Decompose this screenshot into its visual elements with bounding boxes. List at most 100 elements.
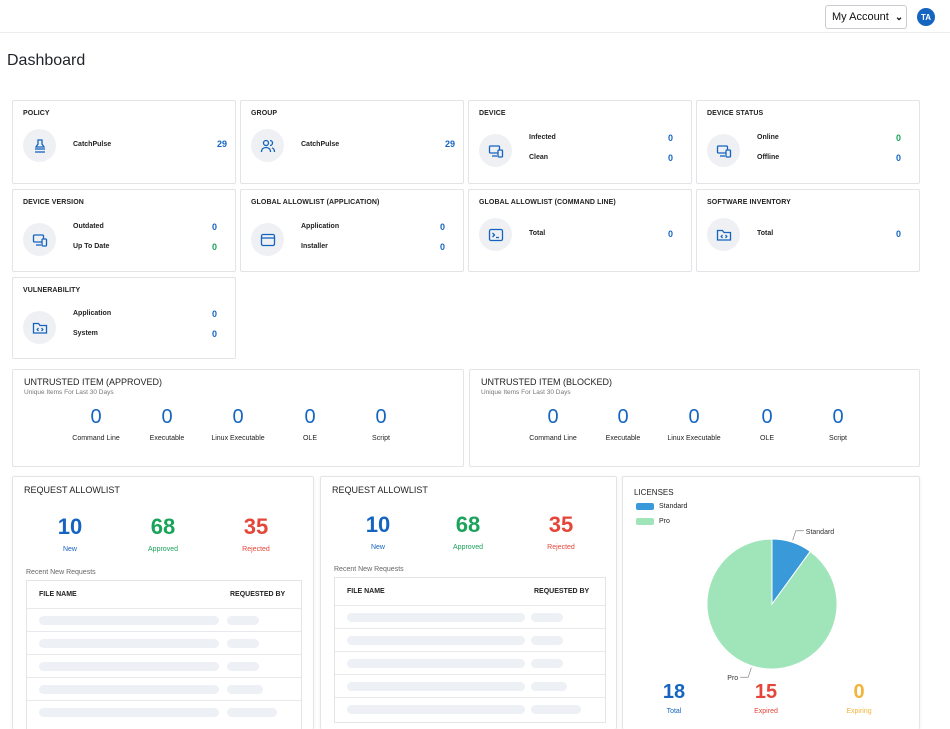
- legend-item-pro[interactable]: Pro: [636, 518, 670, 525]
- table-row[interactable]: [27, 700, 301, 723]
- untrusted-approved-item[interactable]: 0 Script: [346, 406, 416, 442]
- recent-requests-label: Recent New Requests: [334, 566, 404, 573]
- software-inventory-card[interactable]: SOFTWARE INVENTORY Total 0: [696, 189, 920, 272]
- item-label: Linux Executable: [667, 435, 721, 442]
- untrusted-approved-title: UNTRUSTED ITEM (APPROVED): [24, 377, 163, 387]
- column-file-name[interactable]: FILE NAME: [347, 588, 385, 595]
- legend-label: Standard: [659, 503, 688, 510]
- table-row[interactable]: [335, 651, 605, 674]
- table-row[interactable]: [335, 674, 605, 697]
- policy-card[interactable]: POLICY CatchPulse 29: [12, 100, 236, 184]
- item-label: Executable: [605, 435, 641, 442]
- device-infected-label: Infected: [529, 134, 556, 141]
- item-value: 0: [547, 406, 559, 428]
- request-allowlist-card: REQUEST ALLOWLIST 10 New 68 Approved 35 Rej…: [320, 476, 617, 729]
- device-offline-label: Offline: [757, 154, 780, 161]
- request-allowlist-card: REQUEST ALLOWLIST 10 New 68 Approved 35 Rej…: [12, 476, 314, 729]
- table-row[interactable]: [335, 628, 605, 651]
- group-card[interactable]: GROUP CatchPulse 29: [240, 100, 464, 184]
- table-row[interactable]: [335, 697, 605, 720]
- new-stat[interactable]: 10 New: [35, 514, 105, 553]
- recent-requests-table: FILE NAME REQUESTED BY: [26, 580, 302, 729]
- global-allowlist-app-card[interactable]: GLOBAL ALLOWLIST (APPLICATION) Applicati…: [240, 189, 464, 272]
- users-icon: [251, 129, 284, 162]
- policy-label: CatchPulse: [73, 141, 112, 148]
- column-file-name[interactable]: FILE NAME: [39, 591, 77, 598]
- item-label: Command Line: [529, 435, 577, 442]
- column-requested-by[interactable]: REQUESTED BY: [230, 591, 286, 598]
- device-version-card[interactable]: DEVICE VERSION Outdated 0 Up To Date 0: [12, 189, 236, 272]
- application-label: Application: [301, 223, 340, 230]
- devices-icon: [23, 223, 56, 256]
- untrusted-approved-card: UNTRUSTED ITEM (APPROVED) Unique Items F…: [12, 369, 464, 467]
- card-title: SOFTWARE INVENTORY: [707, 199, 791, 206]
- untrusted-blocked-item[interactable]: 0 Linux Executable: [659, 406, 729, 442]
- new-label: New: [370, 544, 385, 551]
- item-label: Executable: [149, 435, 185, 442]
- rejected-stat[interactable]: 35 Rejected: [221, 514, 291, 553]
- my-account-dropdown[interactable]: My Account ⌄: [825, 5, 907, 29]
- rejected-stat[interactable]: 35 Rejected: [526, 512, 596, 551]
- table-row[interactable]: [335, 605, 605, 628]
- untrusted-approved-item[interactable]: 0 Linux Executable: [203, 406, 273, 442]
- approved-value: 68: [150, 514, 176, 539]
- new-stat[interactable]: 10 New: [343, 512, 413, 551]
- device-card[interactable]: DEVICE Infected 0 Clean 0: [468, 100, 692, 184]
- up-to-date-value: 0: [211, 242, 217, 252]
- card-title: DEVICE STATUS: [707, 110, 764, 117]
- pie-slice-pro[interactable]: [706, 538, 838, 670]
- untrusted-blocked-item[interactable]: 0 Command Line: [518, 406, 588, 442]
- outdated-value: 0: [211, 222, 217, 232]
- table-row[interactable]: [27, 677, 301, 700]
- total-label: Total: [666, 708, 682, 715]
- pie-callout-line: [740, 667, 752, 678]
- approved-label: Approved: [148, 546, 178, 553]
- installer-value: 0: [439, 242, 445, 252]
- approved-stat[interactable]: 68 Approved: [433, 512, 503, 551]
- untrusted-blocked-item[interactable]: 0 OLE: [732, 406, 802, 442]
- untrusted-approved-item[interactable]: 0 Command Line: [61, 406, 131, 442]
- vuln-application-label: Application: [73, 310, 112, 317]
- legend-item-standard[interactable]: Standard: [636, 503, 687, 510]
- untrusted-blocked-item[interactable]: 0 Script: [803, 406, 873, 442]
- untrusted-blocked-item[interactable]: 0 Executable: [588, 406, 658, 442]
- expired-label: Expired: [754, 708, 778, 715]
- item-label: OLE: [759, 435, 774, 442]
- devices-icon: [479, 134, 512, 167]
- untrusted-approved-item[interactable]: 0 Executable: [132, 406, 202, 442]
- item-value: 0: [375, 406, 387, 428]
- rejected-value: 35: [243, 514, 269, 539]
- column-requested-by[interactable]: REQUESTED BY: [534, 588, 590, 595]
- untrusted-approved-item[interactable]: 0 OLE: [275, 406, 345, 442]
- expiring-stat[interactable]: 0 Expiring: [829, 681, 889, 715]
- item-value: 0: [90, 406, 102, 428]
- item-label: Command Line: [72, 435, 120, 442]
- expired-stat[interactable]: 15 Expired: [736, 681, 796, 715]
- item-value: 0: [832, 406, 844, 428]
- device-clean-value: 0: [667, 153, 673, 163]
- approved-label: Approved: [453, 544, 483, 551]
- item-value: 0: [688, 406, 700, 428]
- table-row[interactable]: [27, 608, 301, 631]
- total-stat[interactable]: 18 Total: [644, 681, 704, 715]
- group-value: 29: [444, 139, 455, 149]
- table-row[interactable]: [27, 631, 301, 654]
- avatar[interactable]: TA: [917, 8, 935, 26]
- device-status-card[interactable]: DEVICE STATUS Online 0 Offline 0: [696, 100, 920, 184]
- item-label: Script: [829, 435, 847, 442]
- devices-icon: [707, 134, 740, 167]
- vulnerability-card[interactable]: VULNERABILITY Application 0 System 0: [12, 277, 236, 359]
- legend-swatch: [636, 518, 654, 525]
- item-label: Linux Executable: [211, 435, 265, 442]
- application-value: 0: [439, 222, 445, 232]
- card-title: DEVICE VERSION: [23, 199, 84, 206]
- card-title: POLICY: [23, 110, 50, 117]
- expiring-label: Expiring: [846, 708, 872, 715]
- approved-stat[interactable]: 68 Approved: [128, 514, 198, 553]
- item-label: Script: [372, 435, 390, 442]
- licenses-title: LICENSES: [634, 488, 674, 497]
- global-allowlist-cmd-card[interactable]: GLOBAL ALLOWLIST (COMMAND LINE) Total 0: [468, 189, 692, 272]
- table-row[interactable]: [27, 654, 301, 677]
- cmd-total-label: Total: [529, 230, 546, 237]
- item-label: OLE: [302, 435, 317, 442]
